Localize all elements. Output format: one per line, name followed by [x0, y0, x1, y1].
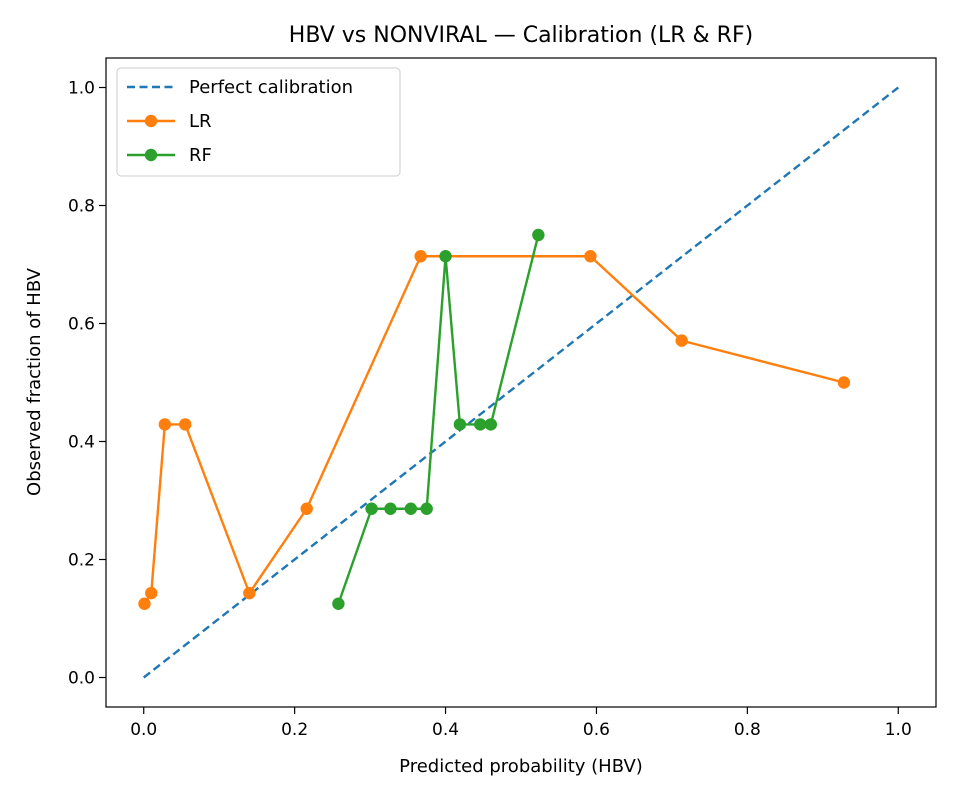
data-point-rf	[532, 228, 545, 242]
data-point-lr	[837, 376, 851, 389]
data-point-lr	[179, 418, 192, 431]
y-axis-label: Observed fraction of HBV	[24, 267, 45, 496]
data-point-lr	[584, 250, 597, 263]
series-layer	[138, 86, 900, 679]
data-point-rf	[474, 418, 487, 431]
legend-box	[116, 67, 401, 177]
chart-title: HBV vs NONVIRAL — Calibration (LR & RF)	[289, 23, 753, 48]
legend-marker-lr	[144, 114, 158, 128]
x-tick-label: 0.0	[130, 720, 157, 740]
series-line-perfect-calibration	[142, 86, 900, 679]
data-point-lr	[243, 586, 256, 600]
data-point-lr	[675, 334, 688, 347]
x-tick-label: 0.6	[583, 720, 610, 740]
legend-label-perfect-calibration: Perfect calibration	[189, 77, 353, 98]
axes-frame	[105, 57, 937, 708]
data-point-lr	[145, 586, 158, 600]
data-point-lr	[138, 597, 151, 610]
series-line-lr	[143, 255, 845, 605]
data-point-lr	[414, 250, 427, 263]
legend-marker-rf	[144, 148, 158, 162]
x-tick-label: 0.8	[734, 720, 761, 740]
data-point-rf	[439, 250, 452, 263]
data-point-rf	[384, 502, 397, 515]
data-point-rf	[420, 502, 433, 515]
data-point-rf	[453, 418, 467, 431]
legend-entries: Perfect calibration LR RF	[127, 77, 353, 166]
data-point-rf	[332, 597, 345, 610]
data-point-rf	[404, 502, 418, 515]
y-tick-label: 1.0	[68, 79, 95, 99]
y-tick-label: 0.2	[68, 551, 95, 571]
legend: Perfect calibration LR RF	[116, 67, 401, 177]
legend-label-rf: RF	[189, 145, 212, 166]
x-tick-label: 1.0	[885, 720, 912, 740]
data-point-lr	[158, 418, 172, 431]
y-tick-label: 0.4	[68, 433, 95, 453]
y-tick-label: 0.0	[68, 669, 95, 689]
ticks-layer: 0.0 0.2 0.4 0.6 0.8 1.0 0.0 0.2 0.4 0.6 0.8 1.0	[68, 79, 912, 741]
x-axis-label: Predicted probability (HBV)	[399, 756, 643, 777]
legend-label-lr: LR	[189, 111, 212, 132]
y-tick-label: 0.6	[68, 315, 95, 335]
data-point-lr	[300, 502, 313, 515]
x-tick-label: 0.2	[281, 720, 308, 740]
y-tick-label: 0.8	[68, 197, 95, 217]
data-point-rf	[365, 502, 378, 515]
x-tick-label: 0.4	[432, 720, 459, 740]
data-point-rf	[484, 418, 498, 431]
